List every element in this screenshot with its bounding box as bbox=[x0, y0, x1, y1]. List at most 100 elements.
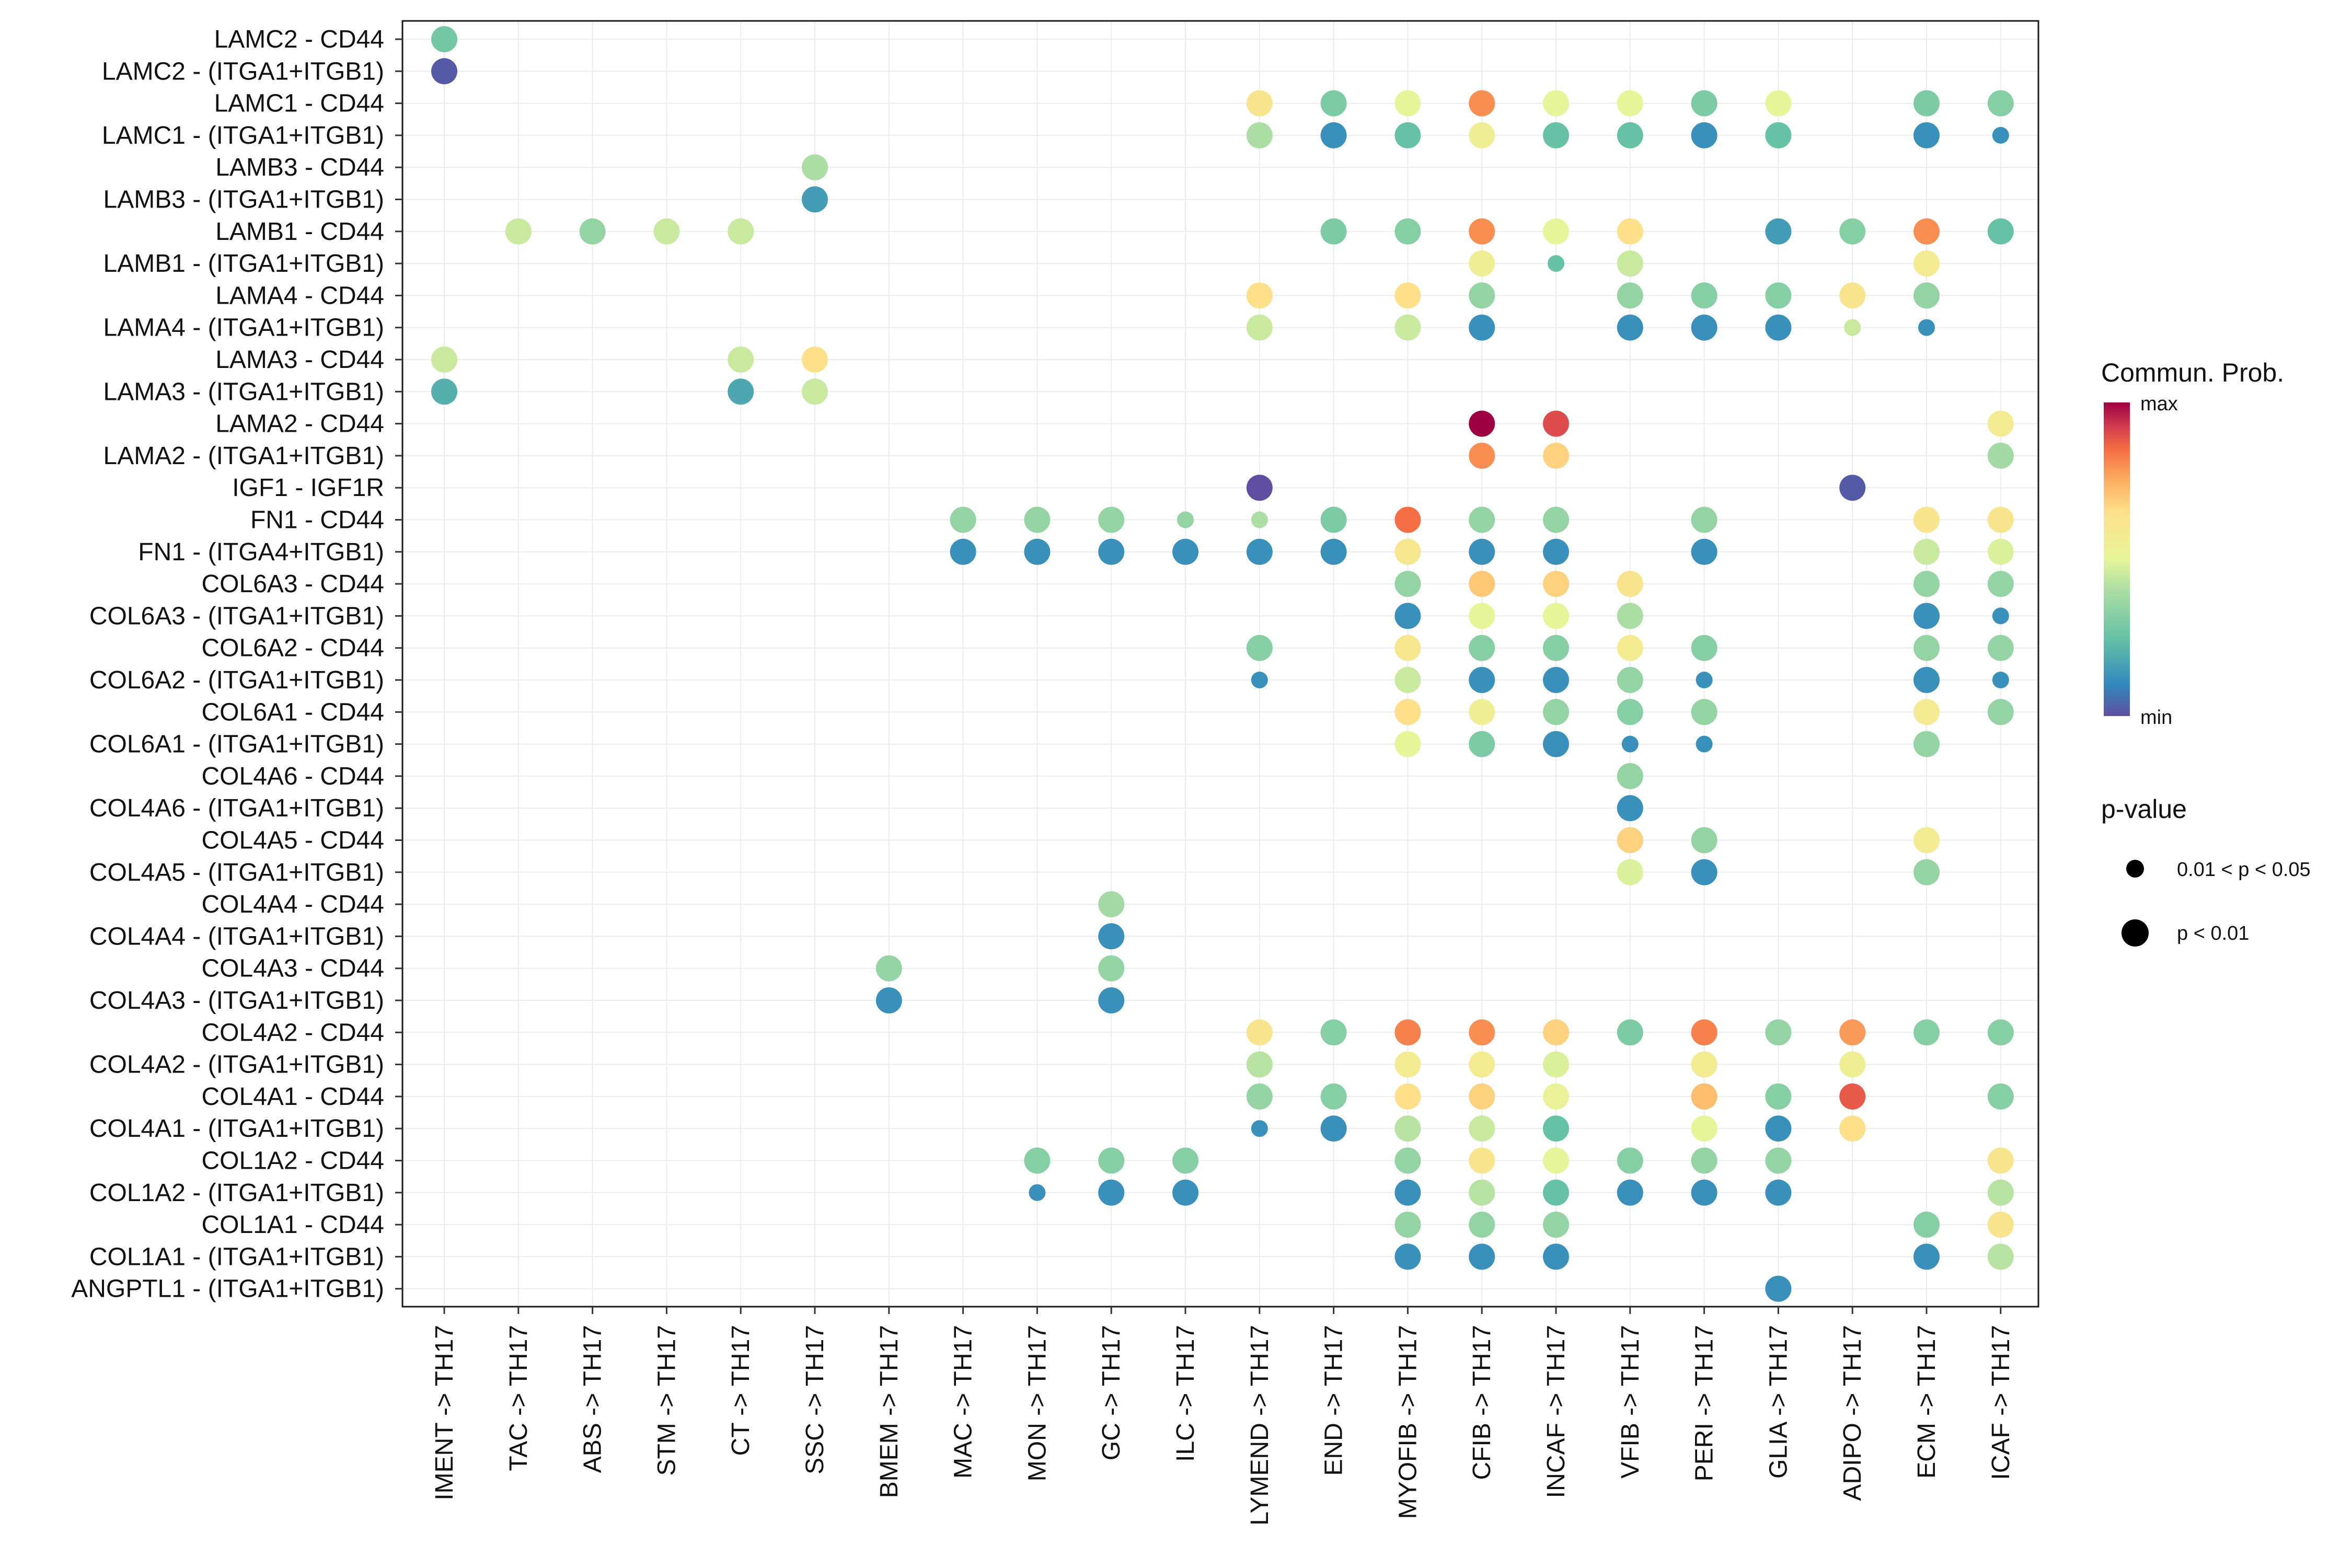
data-point bbox=[1617, 90, 1643, 117]
data-point bbox=[1394, 1051, 1421, 1078]
data-point bbox=[1987, 1179, 2014, 1206]
data-point bbox=[579, 218, 606, 245]
data-point bbox=[1394, 667, 1421, 693]
data-point bbox=[1394, 538, 1421, 565]
data-point bbox=[1696, 735, 1713, 753]
data-point bbox=[1246, 1083, 1273, 1110]
x-tick-label: SSC -> TH17 bbox=[801, 1325, 829, 1474]
data-point bbox=[1839, 218, 1866, 245]
y-tick-label: COL4A5 - CD44 bbox=[202, 827, 384, 855]
data-point bbox=[1543, 506, 1569, 533]
data-point bbox=[653, 218, 680, 245]
x-tick-label: GLIA -> TH17 bbox=[1765, 1325, 1792, 1479]
data-point bbox=[1469, 282, 1495, 309]
data-point bbox=[1469, 314, 1495, 341]
data-point bbox=[1617, 122, 1643, 148]
data-point bbox=[1617, 795, 1643, 822]
data-point bbox=[1394, 731, 1421, 757]
data-point bbox=[1543, 90, 1569, 117]
data-point bbox=[1394, 1147, 1421, 1174]
data-point bbox=[1394, 699, 1421, 725]
y-tick-label: COL6A1 - (ITGA1+ITGB1) bbox=[89, 731, 384, 758]
y-tick-label: COL1A1 - (ITGA1+ITGB1) bbox=[89, 1243, 384, 1271]
y-tick-label: LAMB3 - (ITGA1+ITGB1) bbox=[103, 186, 384, 214]
y-tick-label: FN1 - CD44 bbox=[250, 506, 384, 534]
data-point bbox=[1469, 410, 1495, 437]
data-point bbox=[1172, 1147, 1198, 1174]
x-tick-label: STM -> TH17 bbox=[653, 1325, 681, 1476]
data-point bbox=[1839, 1083, 1866, 1110]
y-tick-label: LAMC1 - CD44 bbox=[214, 90, 384, 118]
data-point bbox=[1394, 506, 1421, 533]
data-point bbox=[1469, 603, 1495, 629]
data-point bbox=[1246, 90, 1273, 117]
y-tick-label: COL4A6 - CD44 bbox=[202, 763, 384, 790]
data-point bbox=[1394, 122, 1421, 148]
data-point bbox=[1765, 1019, 1792, 1046]
data-point bbox=[1543, 442, 1569, 469]
data-point bbox=[1765, 1115, 1792, 1142]
data-point bbox=[1992, 607, 2009, 625]
data-point bbox=[1543, 603, 1569, 629]
data-point bbox=[1394, 571, 1421, 597]
y-tick-label: COL1A1 - CD44 bbox=[202, 1211, 384, 1239]
data-point bbox=[1246, 538, 1273, 565]
data-point bbox=[950, 506, 976, 533]
data-point bbox=[1765, 282, 1792, 309]
size-legend-large-label: p < 0.01 bbox=[2177, 923, 2249, 944]
data-point bbox=[1987, 1083, 2014, 1110]
data-point bbox=[802, 186, 828, 213]
data-point bbox=[1691, 1115, 1717, 1142]
y-tick-label: LAMA3 - (ITGA1+ITGB1) bbox=[103, 378, 384, 406]
color-legend-title: Commun. Prob. bbox=[2101, 358, 2284, 387]
data-point bbox=[1543, 699, 1569, 725]
data-point bbox=[1691, 1179, 1717, 1206]
data-point bbox=[1839, 1051, 1866, 1078]
data-point bbox=[1987, 571, 2014, 597]
data-point bbox=[1246, 1019, 1273, 1046]
data-point bbox=[1394, 314, 1421, 341]
data-point bbox=[1913, 667, 1940, 693]
data-point bbox=[1394, 1179, 1421, 1206]
data-point bbox=[1913, 282, 1940, 309]
data-point bbox=[1987, 538, 2014, 565]
data-point bbox=[1469, 1051, 1495, 1078]
x-tick-label: PERI -> TH17 bbox=[1691, 1325, 1719, 1481]
x-tick-label: IMENT -> TH17 bbox=[431, 1325, 458, 1501]
data-point bbox=[1177, 511, 1194, 528]
data-point bbox=[1987, 1147, 2014, 1174]
x-axis-labels: IMENT -> TH17 TAC -> TH17 ABS -> TH17 STM -… bbox=[431, 1307, 2015, 1526]
data-point bbox=[1394, 635, 1421, 661]
y-tick-label: COL1A2 - CD44 bbox=[202, 1147, 384, 1175]
data-point bbox=[1394, 1212, 1421, 1238]
data-point bbox=[1617, 218, 1643, 245]
data-point bbox=[1617, 763, 1643, 789]
data-point bbox=[1394, 1243, 1421, 1270]
data-point bbox=[1469, 1179, 1495, 1206]
data-point bbox=[1765, 1083, 1792, 1110]
data-point bbox=[1913, 538, 1940, 565]
data-point bbox=[1918, 319, 1935, 336]
data-point bbox=[1543, 1179, 1569, 1206]
x-tick-label: ECM -> TH17 bbox=[1913, 1325, 1941, 1479]
data-point bbox=[1617, 603, 1643, 629]
x-tick-label: LYMEND -> TH17 bbox=[1246, 1325, 1274, 1526]
data-point bbox=[1691, 635, 1717, 661]
data-point bbox=[1987, 1019, 2014, 1046]
data-point bbox=[1987, 218, 2014, 245]
data-point bbox=[1992, 672, 2009, 688]
data-point bbox=[728, 378, 754, 405]
color-legend-bar bbox=[2104, 402, 2130, 716]
data-point bbox=[1469, 571, 1495, 597]
data-point bbox=[1543, 1019, 1569, 1046]
y-tick-label: COL4A3 - (ITGA1+ITGB1) bbox=[89, 987, 384, 1014]
x-tick-label: ILC -> TH17 bbox=[1172, 1325, 1200, 1462]
color-legend-max: max bbox=[2140, 393, 2178, 415]
data-point bbox=[431, 347, 457, 373]
data-point bbox=[802, 347, 828, 373]
data-point bbox=[802, 378, 828, 405]
size-legend-small-dot bbox=[2126, 860, 2144, 878]
data-point bbox=[1246, 635, 1273, 661]
data-point bbox=[1913, 571, 1940, 597]
